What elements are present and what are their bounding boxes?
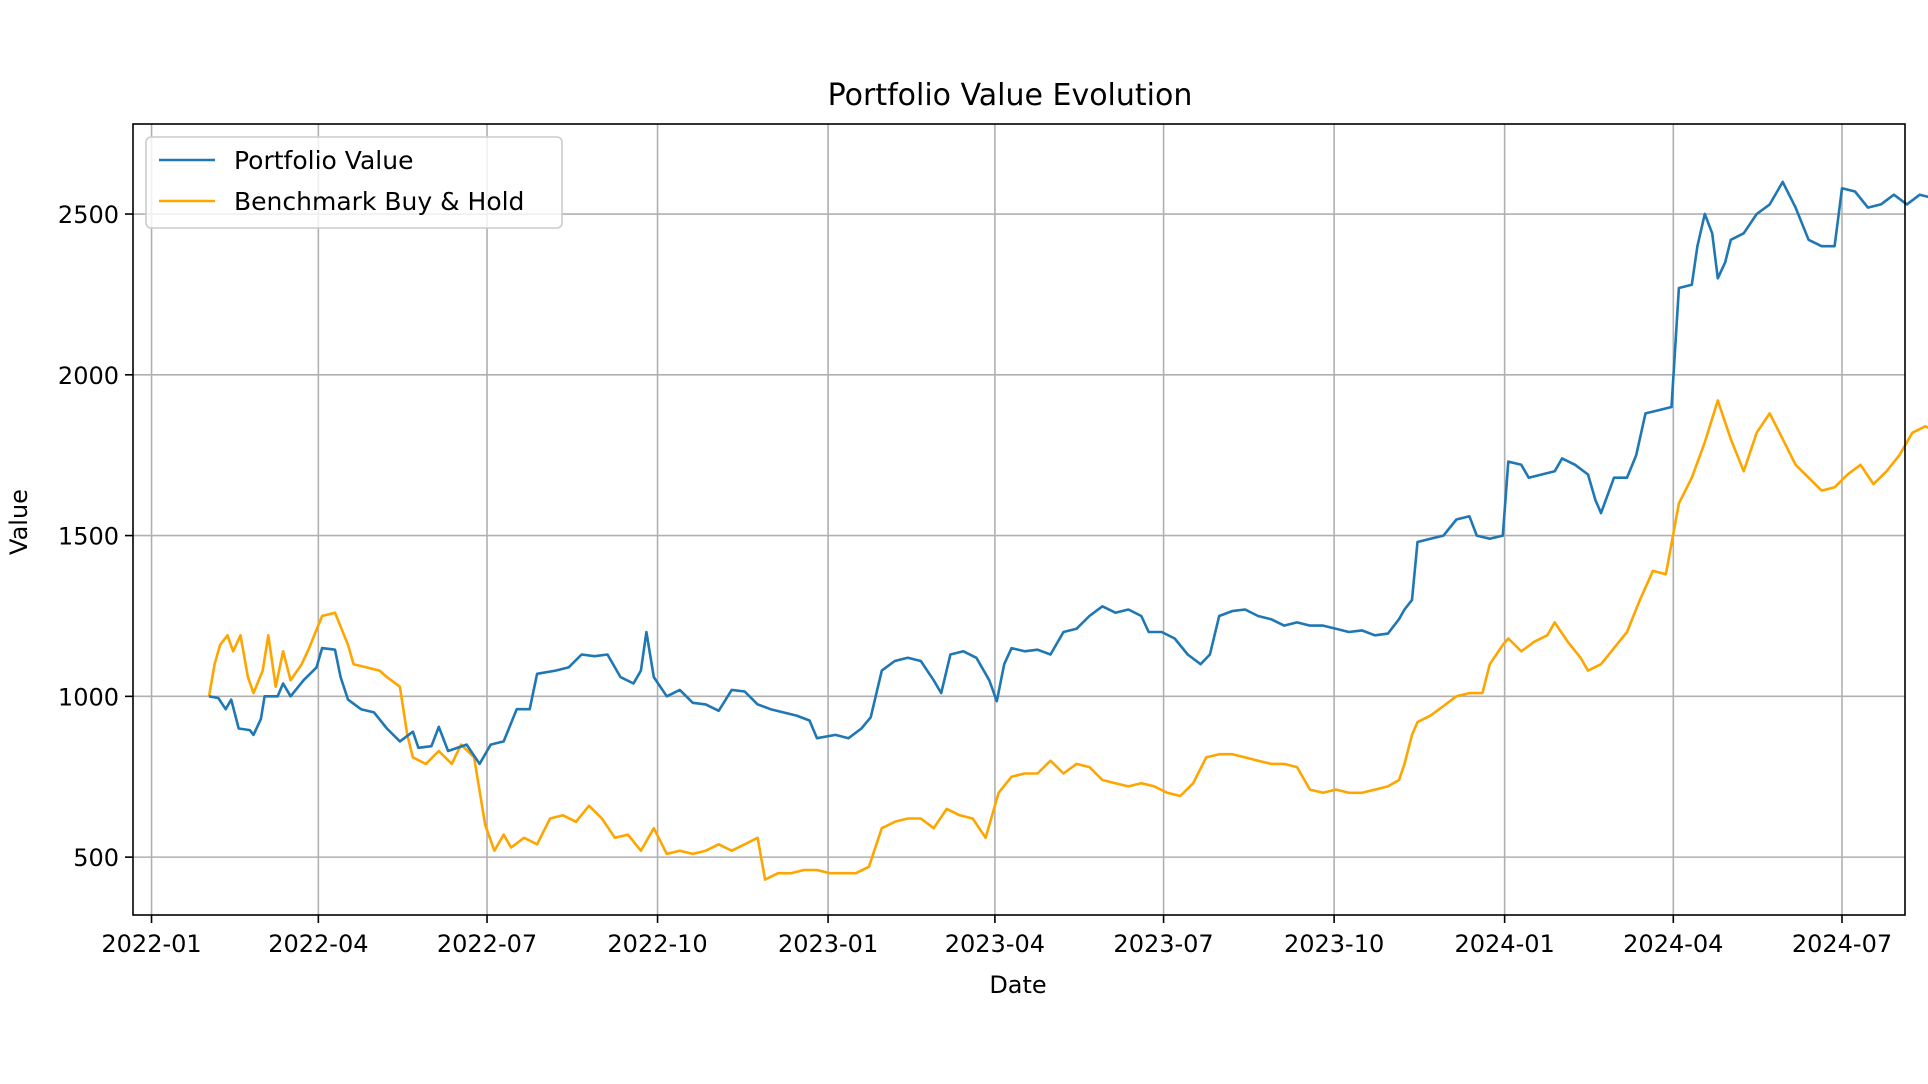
y-tick-label: 2500 <box>58 201 119 229</box>
y-axis: 500 1000 1500 2000 2500 <box>58 201 133 872</box>
legend-box <box>145 136 563 229</box>
x-tick-label: 2022-07 <box>437 930 537 958</box>
x-tick-label: 2024-01 <box>1454 930 1554 958</box>
x-tick-label: 2023-10 <box>1284 930 1384 958</box>
x-axis: 2022-01 2022-04 2022-07 2022-10 2023-01 2023-… <box>101 915 1892 958</box>
plot-area-frame <box>132 123 1906 916</box>
legend-label: Benchmark Buy & Hold <box>234 187 524 216</box>
y-tick-label: 1000 <box>58 683 119 711</box>
x-tick-label: 2022-10 <box>607 930 707 958</box>
x-tick-label: 2023-07 <box>1113 930 1213 958</box>
x-tick-label: 2022-01 <box>101 930 201 958</box>
x-tick-label: 2023-01 <box>778 930 878 958</box>
y-tick-label: 2000 <box>58 362 119 390</box>
series-line-portfolio-value <box>208 180 1928 766</box>
x-tick-label: 2024-04 <box>1623 930 1723 958</box>
series-layer <box>207 180 1928 881</box>
x-tick-label: 2022-04 <box>268 930 368 958</box>
x-tick-label: 2024-07 <box>1792 930 1892 958</box>
legend-label: Portfolio Value <box>234 146 413 175</box>
x-axis-label: Date <box>989 971 1046 999</box>
x-tick-label: 2023-04 <box>945 930 1045 958</box>
legend: Portfolio Value Benchmark Buy & Hold <box>145 136 563 229</box>
y-axis-label: Value <box>5 489 33 555</box>
y-tick-label: 1500 <box>58 523 119 551</box>
y-tick-label: 500 <box>73 844 119 872</box>
chart-title: Portfolio Value Evolution <box>828 78 1193 113</box>
series-line-benchmark-buy-hold <box>207 399 1928 881</box>
